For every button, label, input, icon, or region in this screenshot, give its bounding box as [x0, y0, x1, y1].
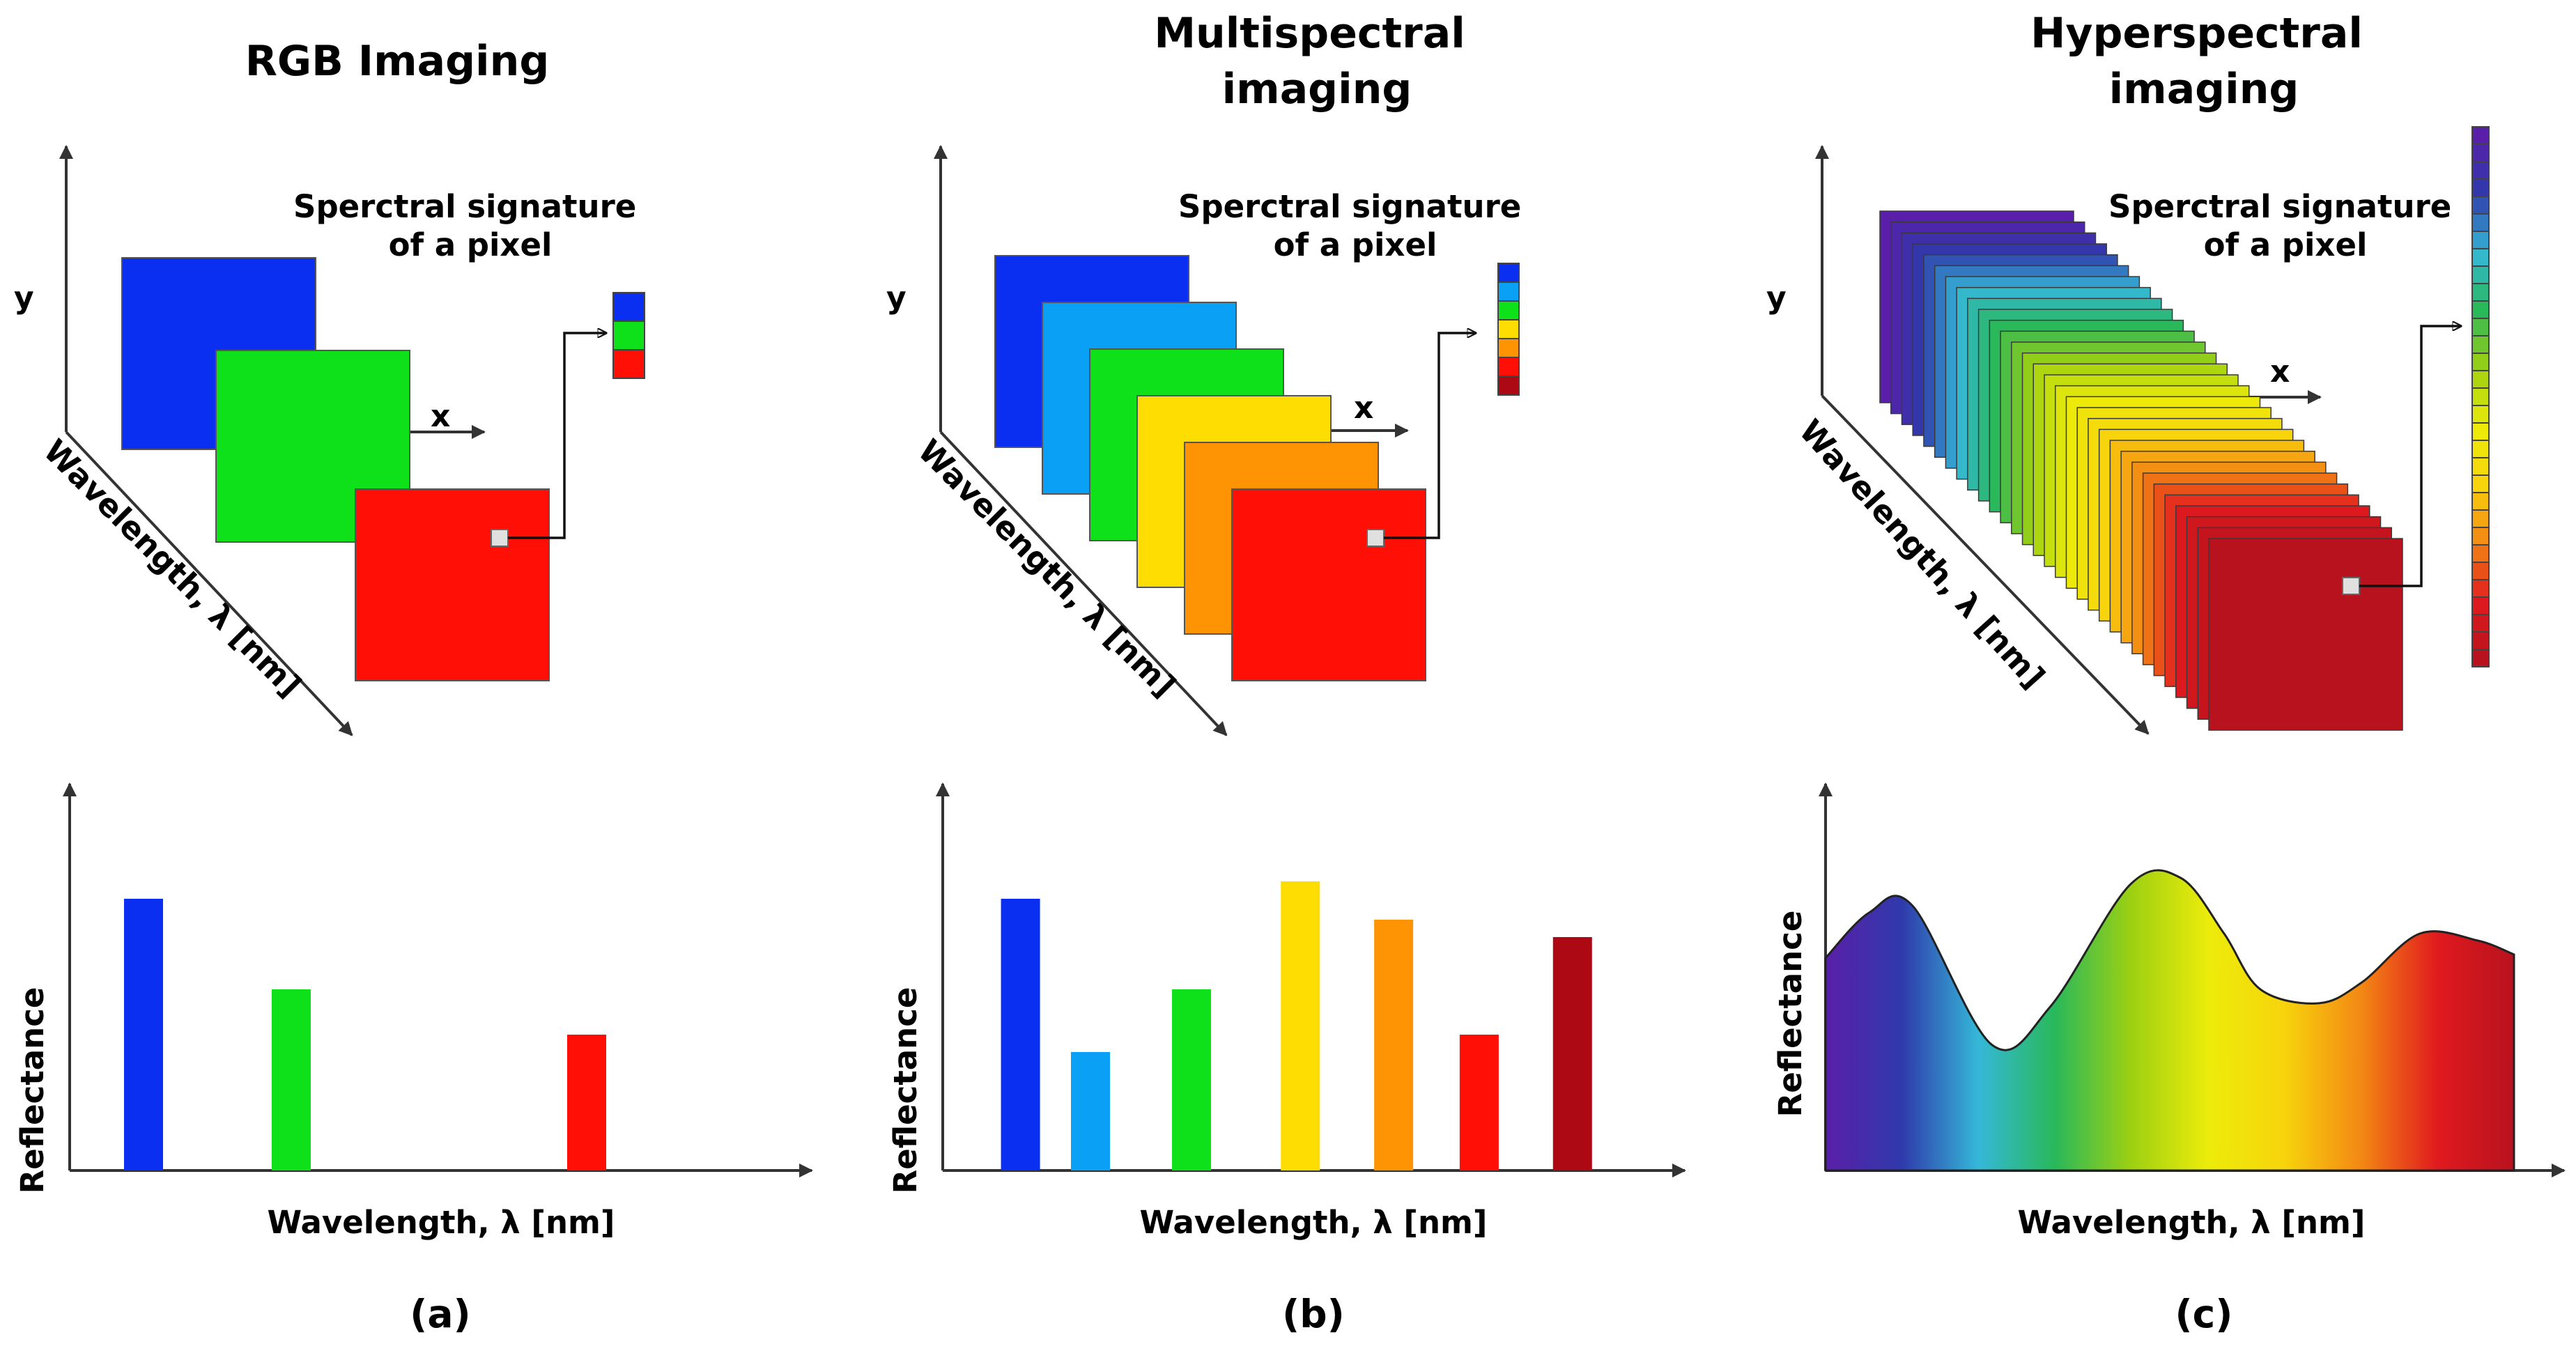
x-axis-label: x	[431, 399, 450, 434]
signature-cell	[2471, 196, 2490, 215]
chart-x-label: Wavelength, λ [nm]	[2018, 1204, 2366, 1241]
signature-cell	[1497, 376, 1520, 396]
signature-cell	[2471, 596, 2490, 615]
signature-cell	[2471, 265, 2490, 284]
signature-cell	[2471, 335, 2490, 354]
pixel-leader-line	[508, 333, 606, 539]
signature-cell	[1497, 338, 1520, 358]
chart-y-label: Reflectance	[14, 987, 51, 1194]
signature-cell	[2471, 474, 2490, 493]
signature-cell	[2471, 144, 2490, 162]
signature-cell	[2471, 527, 2490, 546]
signature-cell	[2471, 248, 2490, 267]
bar	[1374, 920, 1414, 1170]
signature-title: Sperctral signature of a pixel	[2108, 188, 2462, 263]
panel-caption: (b)	[1282, 1292, 1345, 1336]
chart-y-label: Reflectance	[887, 987, 924, 1194]
bar	[1281, 881, 1320, 1170]
wavelength-axis-arrow	[1821, 394, 2150, 735]
signature-cell	[2471, 213, 2490, 232]
spectral-signature-strip	[1497, 263, 1520, 396]
signature-cell	[612, 320, 645, 350]
signature-cell	[2471, 318, 2490, 337]
signature-cell	[2471, 353, 2490, 371]
bar	[1552, 937, 1592, 1170]
signature-cell	[2471, 457, 2490, 476]
signature-cell	[2471, 544, 2490, 563]
signature-cell	[1497, 281, 1520, 302]
spectral-signature-strip	[2471, 126, 2490, 667]
band-stack	[1879, 210, 2403, 731]
chart-x-label: Wavelength, λ [nm]	[1140, 1204, 1488, 1241]
panel-caption: (c)	[2175, 1292, 2233, 1336]
signature-cell	[2471, 492, 2490, 511]
bar	[1172, 989, 1212, 1170]
bar	[272, 989, 311, 1170]
spectral-signature-strip	[612, 292, 645, 379]
signature-cell	[2471, 579, 2490, 598]
signature-cell	[1497, 263, 1520, 283]
signature-title: Sperctral signature of a pixel	[293, 188, 647, 263]
pixel-marker	[1366, 529, 1385, 547]
y-axis-label: y	[14, 280, 34, 316]
panel-a: RGB Imaging y x Wavelength, λ [nm] Sperc…	[14, 37, 813, 1336]
signature-cell	[2471, 614, 2490, 633]
pixel-leader-line	[1384, 333, 1476, 539]
signature-cell	[2471, 231, 2490, 249]
signature-cell	[2471, 161, 2490, 180]
band-layer	[1231, 488, 1426, 681]
signature-cell	[2471, 631, 2490, 650]
bar	[1071, 1052, 1110, 1170]
wavelength-axis-arrow	[939, 431, 1228, 736]
bar	[124, 899, 163, 1170]
signature-cell	[2471, 405, 2490, 424]
signature-cell	[2471, 126, 2490, 145]
panel-c: Hyperspectral imaging y x Wavelength, λ …	[1766, 9, 2566, 1336]
band-stack	[994, 255, 1426, 681]
chart-y-label: Reflectance	[1772, 911, 1809, 1118]
band-layer	[2208, 538, 2403, 731]
bar	[567, 1035, 606, 1170]
band-layer	[355, 488, 550, 681]
x-axis-label: x	[1354, 390, 1373, 426]
y-axis-label: y	[1766, 280, 1787, 316]
signature-cell	[2471, 300, 2490, 319]
panel-c-title: Hyperspectral imaging	[2030, 9, 2377, 114]
x-axis-label: x	[2270, 354, 2290, 389]
signature-cell	[1497, 319, 1520, 339]
bar	[1459, 1035, 1499, 1170]
signature-cell	[2471, 422, 2490, 441]
signature-cell	[2471, 370, 2490, 389]
pixel-marker	[2342, 577, 2360, 595]
reflectance-area	[1824, 869, 2515, 1172]
signature-cell	[2471, 509, 2490, 528]
bar-series	[124, 899, 606, 1170]
signature-cell	[612, 349, 645, 379]
chart-x-label: Wavelength, λ [nm]	[268, 1204, 615, 1241]
signature-cell	[2471, 562, 2490, 580]
signature-cell	[2471, 283, 2490, 302]
signature-cell	[2471, 440, 2490, 458]
bar	[1001, 899, 1040, 1170]
pixel-leader-line	[2359, 326, 2461, 587]
panel-b-title: Multispectral imaging	[1154, 9, 1479, 114]
panel-a-title: RGB Imaging	[245, 37, 550, 86]
wavelength-axis-arrow	[65, 431, 353, 736]
panel-b: Multispectral imaging y x Wavelength, λ …	[886, 9, 1686, 1336]
signature-cell	[1497, 357, 1520, 377]
signature-title: Sperctral signature of a pixel	[1178, 188, 1532, 263]
bar-series	[1001, 881, 1592, 1170]
panel-caption: (a)	[410, 1292, 470, 1336]
signature-cell	[2471, 178, 2490, 197]
pixel-marker	[491, 529, 509, 547]
signature-cell	[2471, 649, 2490, 667]
signature-cell	[612, 292, 645, 322]
signature-cell	[2471, 387, 2490, 406]
signature-cell	[1497, 300, 1520, 320]
y-axis-label: y	[886, 280, 907, 316]
